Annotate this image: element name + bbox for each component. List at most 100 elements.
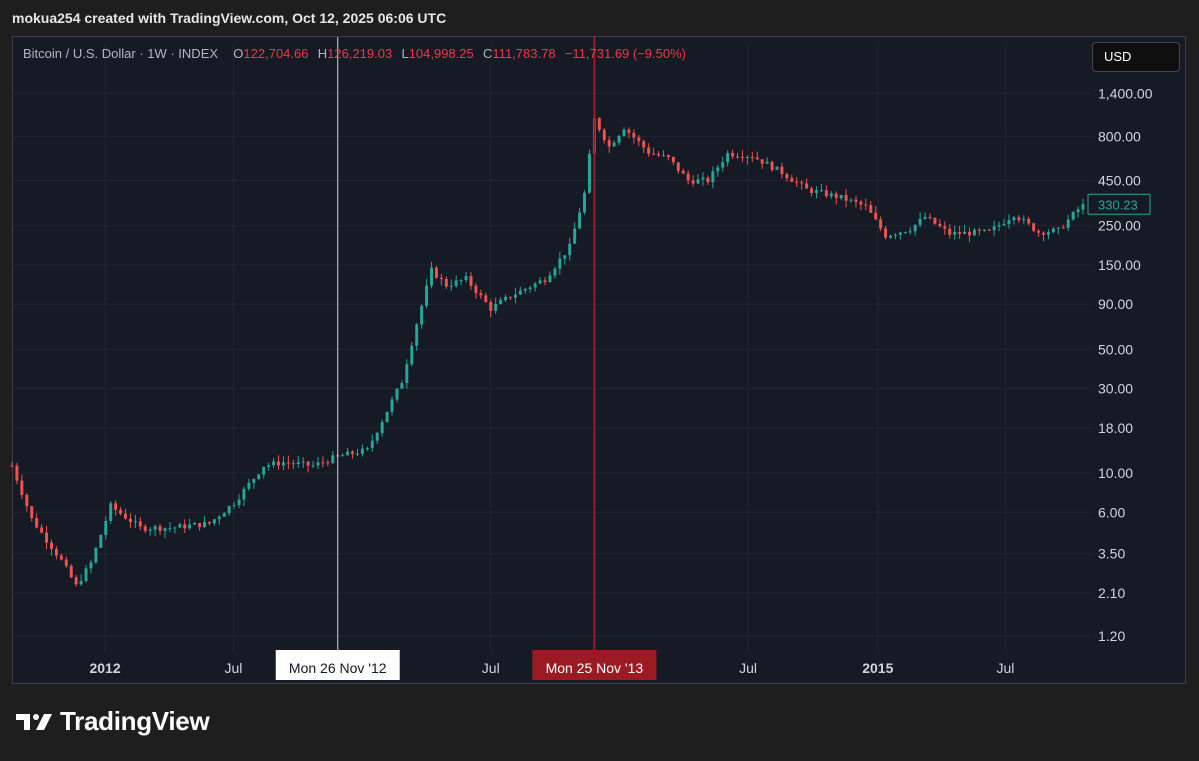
- price-tick-label: 450.00: [1098, 173, 1141, 189]
- candle: [400, 380, 404, 389]
- candle: [982, 229, 986, 233]
- candle: [543, 277, 547, 286]
- candle: [736, 152, 739, 159]
- candle: [563, 255, 567, 265]
- candle: [800, 180, 804, 190]
- candle: [109, 501, 113, 524]
- price-tick-label: 10.00: [1098, 465, 1133, 481]
- candle: [647, 143, 651, 157]
- candle: [617, 134, 621, 145]
- candle: [114, 500, 118, 516]
- tradingview-logo-icon: [16, 713, 52, 730]
- open-label: O: [233, 46, 244, 61]
- candle: [50, 539, 53, 556]
- candle: [104, 516, 108, 540]
- last-price-marker: 330.23: [1087, 193, 1151, 215]
- candle: [750, 151, 754, 162]
- candle: [439, 273, 443, 286]
- candle: [25, 492, 29, 512]
- candle: [770, 160, 774, 172]
- candle: [1071, 211, 1075, 221]
- candle: [247, 478, 251, 491]
- crosshair-label-right-bg: [532, 650, 657, 680]
- candle: [291, 459, 295, 469]
- candle: [573, 222, 577, 244]
- candle: [1007, 214, 1011, 229]
- candle: [918, 212, 922, 228]
- candle: [158, 523, 162, 535]
- candle: [553, 266, 557, 279]
- high-value: 126,219.03: [327, 46, 393, 61]
- price-tick-label: 2.10: [1098, 585, 1125, 601]
- candle: [938, 219, 942, 228]
- candle: [316, 456, 320, 469]
- last-price-label: 330.23: [1098, 197, 1138, 212]
- candle: [815, 186, 818, 199]
- candle: [272, 457, 276, 469]
- candle: [958, 225, 962, 240]
- candle: [642, 139, 646, 153]
- candle: [879, 216, 883, 232]
- candle: [30, 505, 34, 522]
- candle: [84, 565, 88, 583]
- crosshair-label-left-bg: [275, 650, 400, 680]
- candle: [622, 127, 626, 137]
- candle: [1056, 226, 1060, 235]
- candle: [538, 277, 542, 285]
- price-tick-label: 150.00: [1098, 257, 1141, 273]
- candle: [504, 294, 508, 302]
- candle: [997, 221, 1001, 232]
- candle: [829, 191, 833, 199]
- candle: [602, 128, 606, 144]
- candle: [267, 462, 271, 471]
- candle: [222, 512, 226, 517]
- candle: [839, 194, 843, 201]
- candle: [691, 175, 695, 187]
- candle: [257, 473, 261, 481]
- candle: [686, 170, 690, 185]
- candle: [365, 446, 369, 451]
- time-tick-label: Jul: [739, 660, 757, 676]
- candle: [943, 221, 947, 235]
- candle: [676, 162, 680, 174]
- candle: [637, 135, 641, 147]
- candle: [587, 149, 591, 194]
- candle: [54, 546, 58, 560]
- candle: [128, 513, 132, 528]
- candle: [64, 556, 68, 568]
- candle: [597, 117, 601, 133]
- price-tick-label: 6.00: [1098, 504, 1125, 520]
- candle: [755, 151, 759, 160]
- candle: [1037, 228, 1041, 237]
- candle: [987, 228, 991, 232]
- candle: [731, 149, 735, 160]
- symbol-label[interactable]: Bitcoin / U.S. Dollar · 1W · INDEX: [23, 46, 219, 61]
- candle: [469, 272, 473, 290]
- candle: [578, 208, 582, 230]
- chart-panel[interactable]: [12, 36, 1186, 684]
- candle: [513, 287, 517, 304]
- candle: [1046, 229, 1050, 240]
- candle: [311, 460, 315, 469]
- crosshair-label-left: Mon 26 Nov '12: [289, 660, 387, 676]
- change-value: −11,731.69 (−9.50%): [564, 46, 686, 61]
- candle: [286, 455, 290, 470]
- candle: [953, 225, 957, 240]
- price-axis: 1,400.00 800.00 450.00 250.00 150.00 90.00 50.…: [1098, 85, 1153, 644]
- candle: [281, 456, 285, 471]
- candle: [874, 205, 878, 221]
- candle: [277, 455, 280, 471]
- time-tick-label: 2015: [862, 660, 893, 676]
- chart-caption: mokua254 created with TradingView.com, O…: [12, 10, 447, 26]
- candle: [696, 173, 700, 185]
- currency-button[interactable]: USD: [1092, 42, 1180, 72]
- candle: [671, 156, 675, 166]
- candle: [15, 462, 19, 485]
- price-tick-label: 50.00: [1098, 341, 1133, 357]
- candle: [252, 478, 256, 489]
- candle: [1061, 224, 1065, 229]
- candle: [415, 322, 419, 351]
- candle: [893, 232, 897, 240]
- candle: [607, 136, 611, 153]
